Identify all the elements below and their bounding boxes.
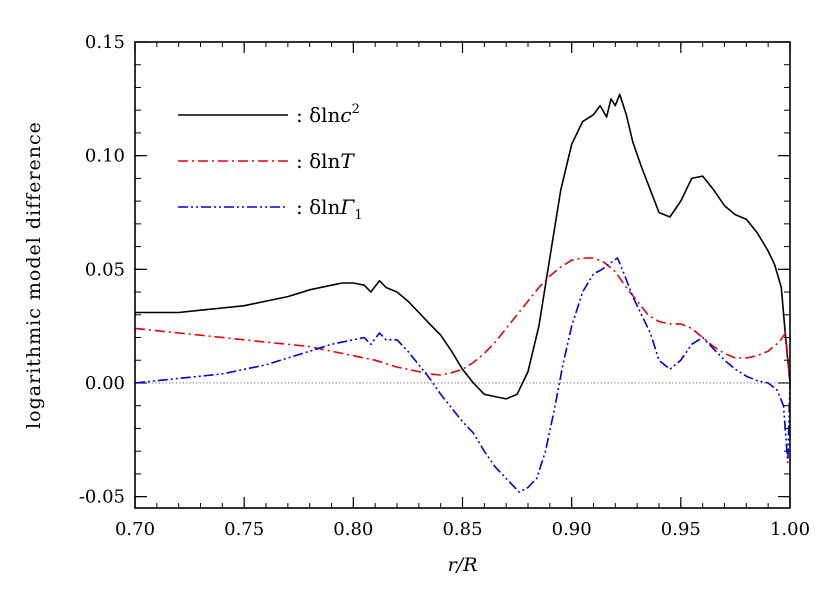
x-tick-label: 0.75	[224, 519, 264, 540]
legend-label-2: : δlnT	[296, 149, 355, 173]
legend-ln: ln	[321, 149, 340, 173]
y-tick-label: 0.05	[85, 259, 125, 280]
x-tick-label: 0.95	[661, 519, 701, 540]
series-line-3	[134, 257, 791, 493]
legend-symbol: Γ	[339, 195, 355, 219]
legend-superscript: 2	[352, 102, 360, 117]
series-line-2	[134, 257, 791, 384]
axis-ticks	[134, 41, 791, 508]
legend-subscript: 1	[354, 208, 362, 223]
y-tick-label: -0.05	[79, 487, 125, 508]
tick-labels: 0.70 0.75 0.80 0.85 0.90 0.95 1.00 -0.05 0.00 0.0…	[79, 32, 810, 540]
legend-label-1: : δlnc2	[296, 102, 360, 127]
legend-ln: ln	[321, 103, 340, 127]
legend-prefix: : δ	[296, 149, 321, 173]
series-lines	[134, 93, 791, 493]
y-axis-label: logarithmic model difference	[23, 121, 45, 429]
x-tick-label: 0.85	[442, 519, 482, 540]
legend-ln: ln	[321, 195, 340, 219]
series-line-1	[135, 93, 791, 400]
x-tick-label: 1.00	[770, 519, 810, 540]
x-tick-label: 0.80	[333, 519, 373, 540]
legend-symbol: c	[340, 103, 351, 127]
x-tick-label: 0.90	[552, 519, 592, 540]
x-tick-label: 0.70	[115, 519, 155, 540]
y-tick-label: 0.00	[85, 373, 125, 394]
legend-label-3: : δlnΓ1	[296, 195, 363, 223]
y-tick-label: 0.15	[85, 32, 125, 53]
legend-symbol: T	[340, 149, 355, 173]
y-tick-label: 0.10	[85, 146, 125, 167]
x-axis-label: r/R	[448, 554, 478, 576]
legend: : δlnc2: δlnT: δlnΓ1	[178, 102, 363, 223]
legend-prefix: : δ	[296, 195, 321, 219]
legend-prefix: : δ	[296, 103, 321, 127]
plot-frame	[134, 41, 791, 509]
